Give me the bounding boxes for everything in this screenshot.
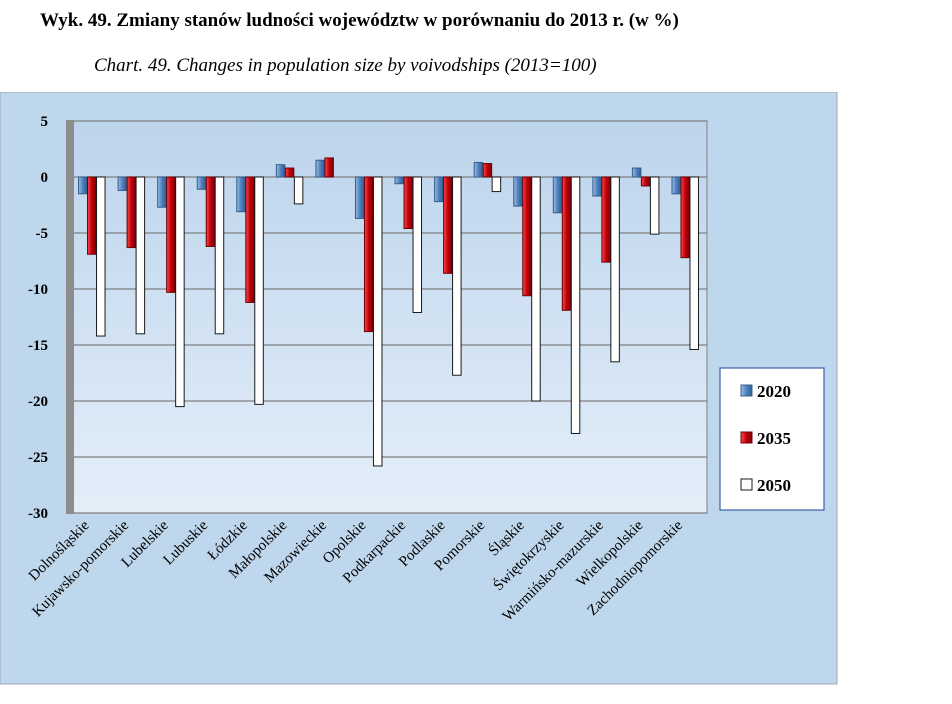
bar-2050 bbox=[96, 176, 106, 337]
bar-2035 bbox=[205, 176, 216, 247]
bar-2050 bbox=[214, 176, 225, 335]
bar-2035 bbox=[443, 176, 453, 274]
bar-2050 bbox=[649, 176, 660, 235]
bar-2020 bbox=[117, 176, 128, 191]
bar-2035 bbox=[363, 176, 374, 333]
bar-2020 bbox=[434, 176, 444, 203]
legend-swatch bbox=[740, 478, 753, 491]
bar-2050 bbox=[570, 176, 581, 434]
bar-2035 bbox=[166, 176, 176, 293]
y-tick-label: -5 bbox=[36, 226, 49, 242]
bar-2020 bbox=[631, 167, 642, 178]
bar-2050 bbox=[254, 176, 264, 405]
bar-2035 bbox=[324, 157, 334, 178]
bar-2035 bbox=[522, 176, 532, 297]
y-tick-label: 0 bbox=[41, 170, 49, 186]
bar-2035 bbox=[403, 176, 414, 230]
bar-2020 bbox=[592, 176, 602, 197]
bar-2035 bbox=[680, 176, 690, 259]
chart-title: Wyk. 49. Zmiany stanów ludności wojewódz… bbox=[40, 10, 679, 31]
bar-2050 bbox=[175, 176, 185, 408]
bar-2020 bbox=[315, 159, 325, 178]
chart-subtitle: Chart. 49. Changes in population size by… bbox=[94, 55, 597, 76]
bar-2050 bbox=[412, 176, 423, 314]
bar-2050 bbox=[531, 176, 541, 402]
legend-label: 2050 bbox=[757, 476, 791, 495]
bar-2050 bbox=[689, 176, 699, 350]
bar-2050 bbox=[491, 176, 502, 193]
bar-2020 bbox=[473, 161, 484, 178]
bar-2035 bbox=[126, 176, 137, 249]
y-tick-label: -25 bbox=[28, 450, 48, 466]
y-axis-bar bbox=[66, 120, 74, 514]
bar-2020 bbox=[552, 176, 563, 214]
bar-2035 bbox=[284, 167, 295, 178]
bar-2035 bbox=[640, 176, 651, 187]
bar-2020 bbox=[513, 176, 523, 207]
bar-2020 bbox=[78, 176, 88, 195]
bar-2020 bbox=[671, 176, 681, 195]
legend-box bbox=[719, 367, 825, 511]
legend: 2020 2035 2050 bbox=[719, 367, 825, 511]
bar-2020 bbox=[354, 176, 365, 219]
bar-2050 bbox=[372, 176, 383, 467]
y-tick-label: 5 bbox=[41, 114, 49, 130]
y-tick-label: -15 bbox=[28, 338, 48, 354]
bar-2020 bbox=[236, 176, 246, 213]
bar-2035 bbox=[561, 176, 572, 311]
bar-2035 bbox=[245, 176, 255, 303]
bar-2050 bbox=[135, 176, 146, 335]
bar-2020 bbox=[275, 164, 286, 178]
bar-2050 bbox=[293, 176, 304, 205]
bar-2020 bbox=[157, 176, 167, 208]
legend-label: 2020 bbox=[757, 382, 791, 401]
legend-swatch bbox=[740, 431, 753, 444]
legend-swatch bbox=[740, 384, 753, 397]
bar-2020 bbox=[394, 176, 405, 185]
legend-label: 2035 bbox=[757, 429, 791, 448]
bar-2035 bbox=[482, 163, 493, 178]
bar-2050 bbox=[610, 176, 620, 363]
bar-2020 bbox=[196, 176, 207, 190]
y-tick-label: -20 bbox=[28, 394, 48, 410]
bar-2050 bbox=[452, 176, 462, 376]
y-tick-label: -10 bbox=[28, 282, 48, 298]
bar-2035 bbox=[87, 176, 97, 255]
y-tick-label: -30 bbox=[28, 506, 48, 522]
bar-2035 bbox=[601, 176, 611, 263]
bar-chart: 50-5-10-15-20-25-30 DolnośląskieKujawsko… bbox=[0, 92, 838, 685]
